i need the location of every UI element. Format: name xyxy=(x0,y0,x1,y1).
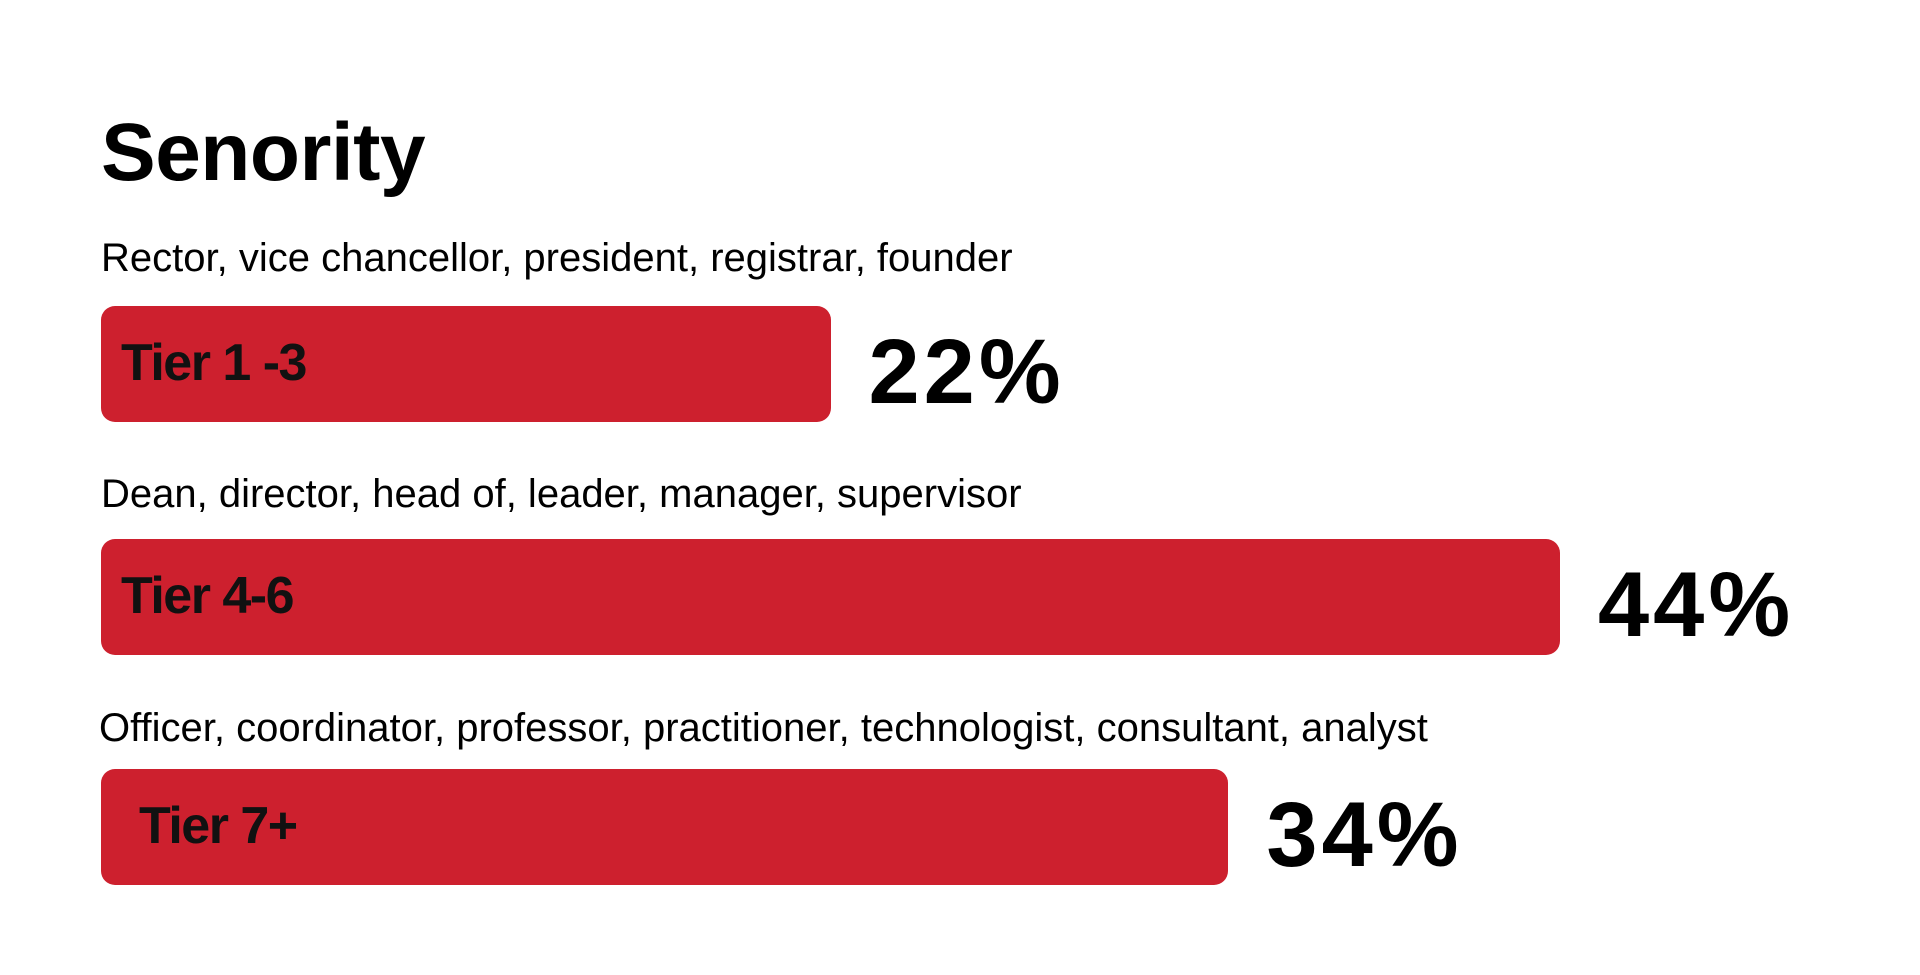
chart-title: Senority xyxy=(101,107,426,198)
row-description: Dean, director, head of, leader, manager… xyxy=(101,472,1022,516)
bar: Tier 4-6 xyxy=(101,539,1560,655)
bar-label: Tier 4-6 xyxy=(121,566,295,625)
bar: Tier 7+ xyxy=(101,769,1229,885)
bar-label: Tier 1 -3 xyxy=(121,333,307,392)
value-label: 34% xyxy=(1266,784,1463,886)
row-description: Rector, vice chancellor, president, regi… xyxy=(101,236,1013,280)
bar-label: Tier 7+ xyxy=(139,796,298,855)
bar: Tier 1 -3 xyxy=(101,306,831,422)
value-label: 22% xyxy=(868,321,1065,423)
row-description: Officer, coordinator, professor, practit… xyxy=(99,706,1428,750)
value-label: 44% xyxy=(1598,554,1795,656)
